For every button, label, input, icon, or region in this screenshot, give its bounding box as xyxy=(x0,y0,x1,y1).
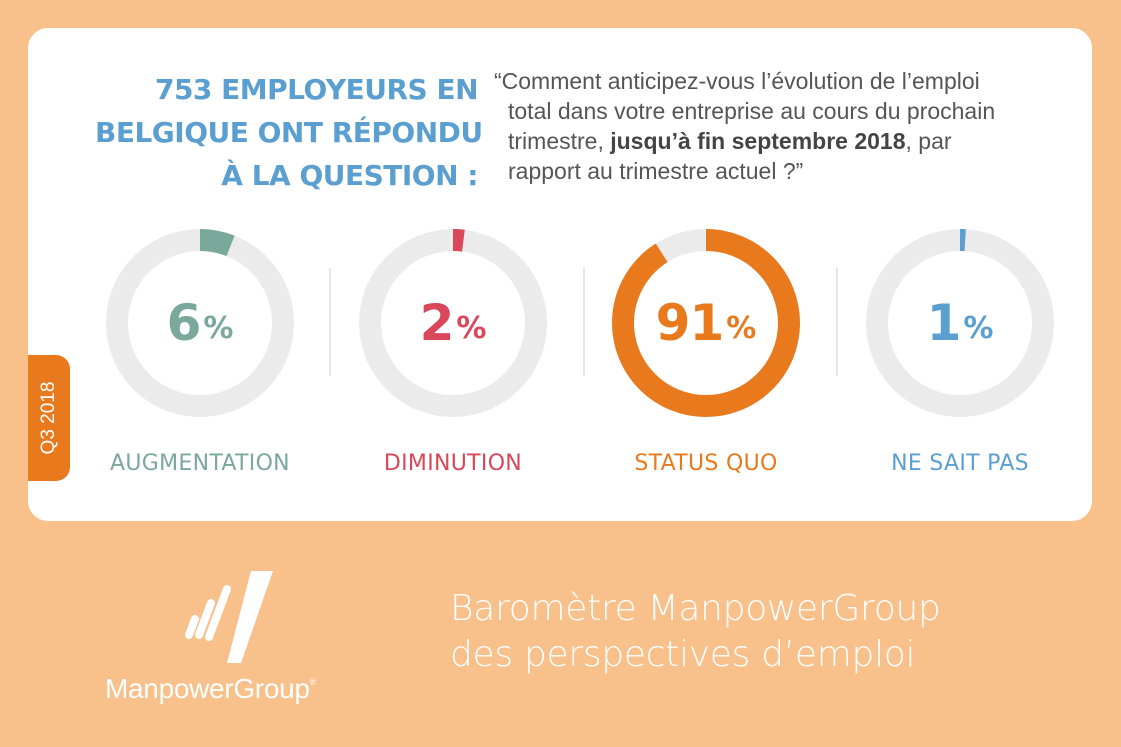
category-label-status-quo: STATUS QUO xyxy=(634,451,778,476)
percentage-value: 6 xyxy=(166,294,202,352)
registered-mark: ® xyxy=(309,677,317,687)
donut-status-quo: 91% xyxy=(611,228,801,418)
headline-line: À LA QUESTION : xyxy=(221,159,478,192)
donut-diminution: 2% xyxy=(358,228,548,418)
divider xyxy=(583,268,585,376)
question-line: “Comment anticipez-vous l’évolution de l… xyxy=(494,66,1054,96)
headline-line: BELGIQUE ONT RÉPONDU xyxy=(95,116,483,149)
percentage-label: 6% xyxy=(105,228,295,418)
brand-name-text: ManpowerGroup xyxy=(105,673,310,704)
percentage-symbol: % xyxy=(456,310,487,346)
question-text: total dans votre entreprise au cours du … xyxy=(508,98,996,124)
question-emphasis: jusqu’à fin septembre 2018 xyxy=(610,128,906,154)
brand-name: ManpowerGroup® xyxy=(105,673,367,705)
period-tab: Q3 2018 xyxy=(28,355,70,481)
donut-augmentation: 6% xyxy=(105,228,295,418)
category-label-diminution: DIMINUTION xyxy=(383,451,523,476)
question-text: , par xyxy=(905,128,952,154)
percentage-label: 91% xyxy=(611,228,801,418)
percentage-value: 91 xyxy=(655,294,725,352)
percentage-label: 1% xyxy=(865,228,1055,418)
percentage-value: 1 xyxy=(926,294,962,352)
question-text: trimestre, xyxy=(508,128,611,154)
percentage-symbol: % xyxy=(726,310,757,346)
donut-slice-status-quo xyxy=(612,229,800,417)
period-label: Q3 2018 xyxy=(38,381,59,455)
question-line: rapport au trimestre actuel ?” xyxy=(494,156,1054,186)
barometer-title-line: Baromètre ManpowerGroup xyxy=(450,588,941,629)
manpowergroup-logo-icon xyxy=(185,571,273,663)
survey-question: “Comment anticipez-vous l’évolution de l… xyxy=(494,66,1054,186)
question-text: rapport au trimestre actuel ?” xyxy=(508,158,804,184)
percentage-label: 2% xyxy=(358,228,548,418)
question-line: total dans votre entreprise au cours du … xyxy=(494,96,1054,126)
headline-line: 753 EMPLOYEURS EN xyxy=(154,73,479,106)
donut-slice-ne-sait-pas xyxy=(866,229,1054,417)
headline: 753 EMPLOYEURS EN BELGIQUE ONT RÉPONDU À… xyxy=(95,68,483,197)
divider xyxy=(836,268,838,376)
results-card xyxy=(28,28,1092,521)
donut-ne-sait-pas: 1% xyxy=(865,228,1055,418)
category-label-ne-sait-pas: NE SAIT PAS xyxy=(891,451,1029,476)
percentage-value: 2 xyxy=(419,294,455,352)
barometer-title: Baromètre ManpowerGroup des perspectives… xyxy=(450,586,1050,678)
divider xyxy=(329,268,331,376)
percentage-symbol: % xyxy=(203,310,234,346)
category-label-augmentation: AUGMENTATION xyxy=(110,451,290,476)
question-text: “Comment anticipez-vous l’évolution de l… xyxy=(494,68,980,94)
donut-slice-diminution xyxy=(359,229,547,417)
percentage-symbol: % xyxy=(963,310,994,346)
barometer-title-line: des perspectives d’emploi xyxy=(450,634,916,675)
question-line: trimestre, jusqu’à fin septembre 2018, p… xyxy=(494,126,1054,156)
donut-slice-augmentation xyxy=(106,229,294,417)
